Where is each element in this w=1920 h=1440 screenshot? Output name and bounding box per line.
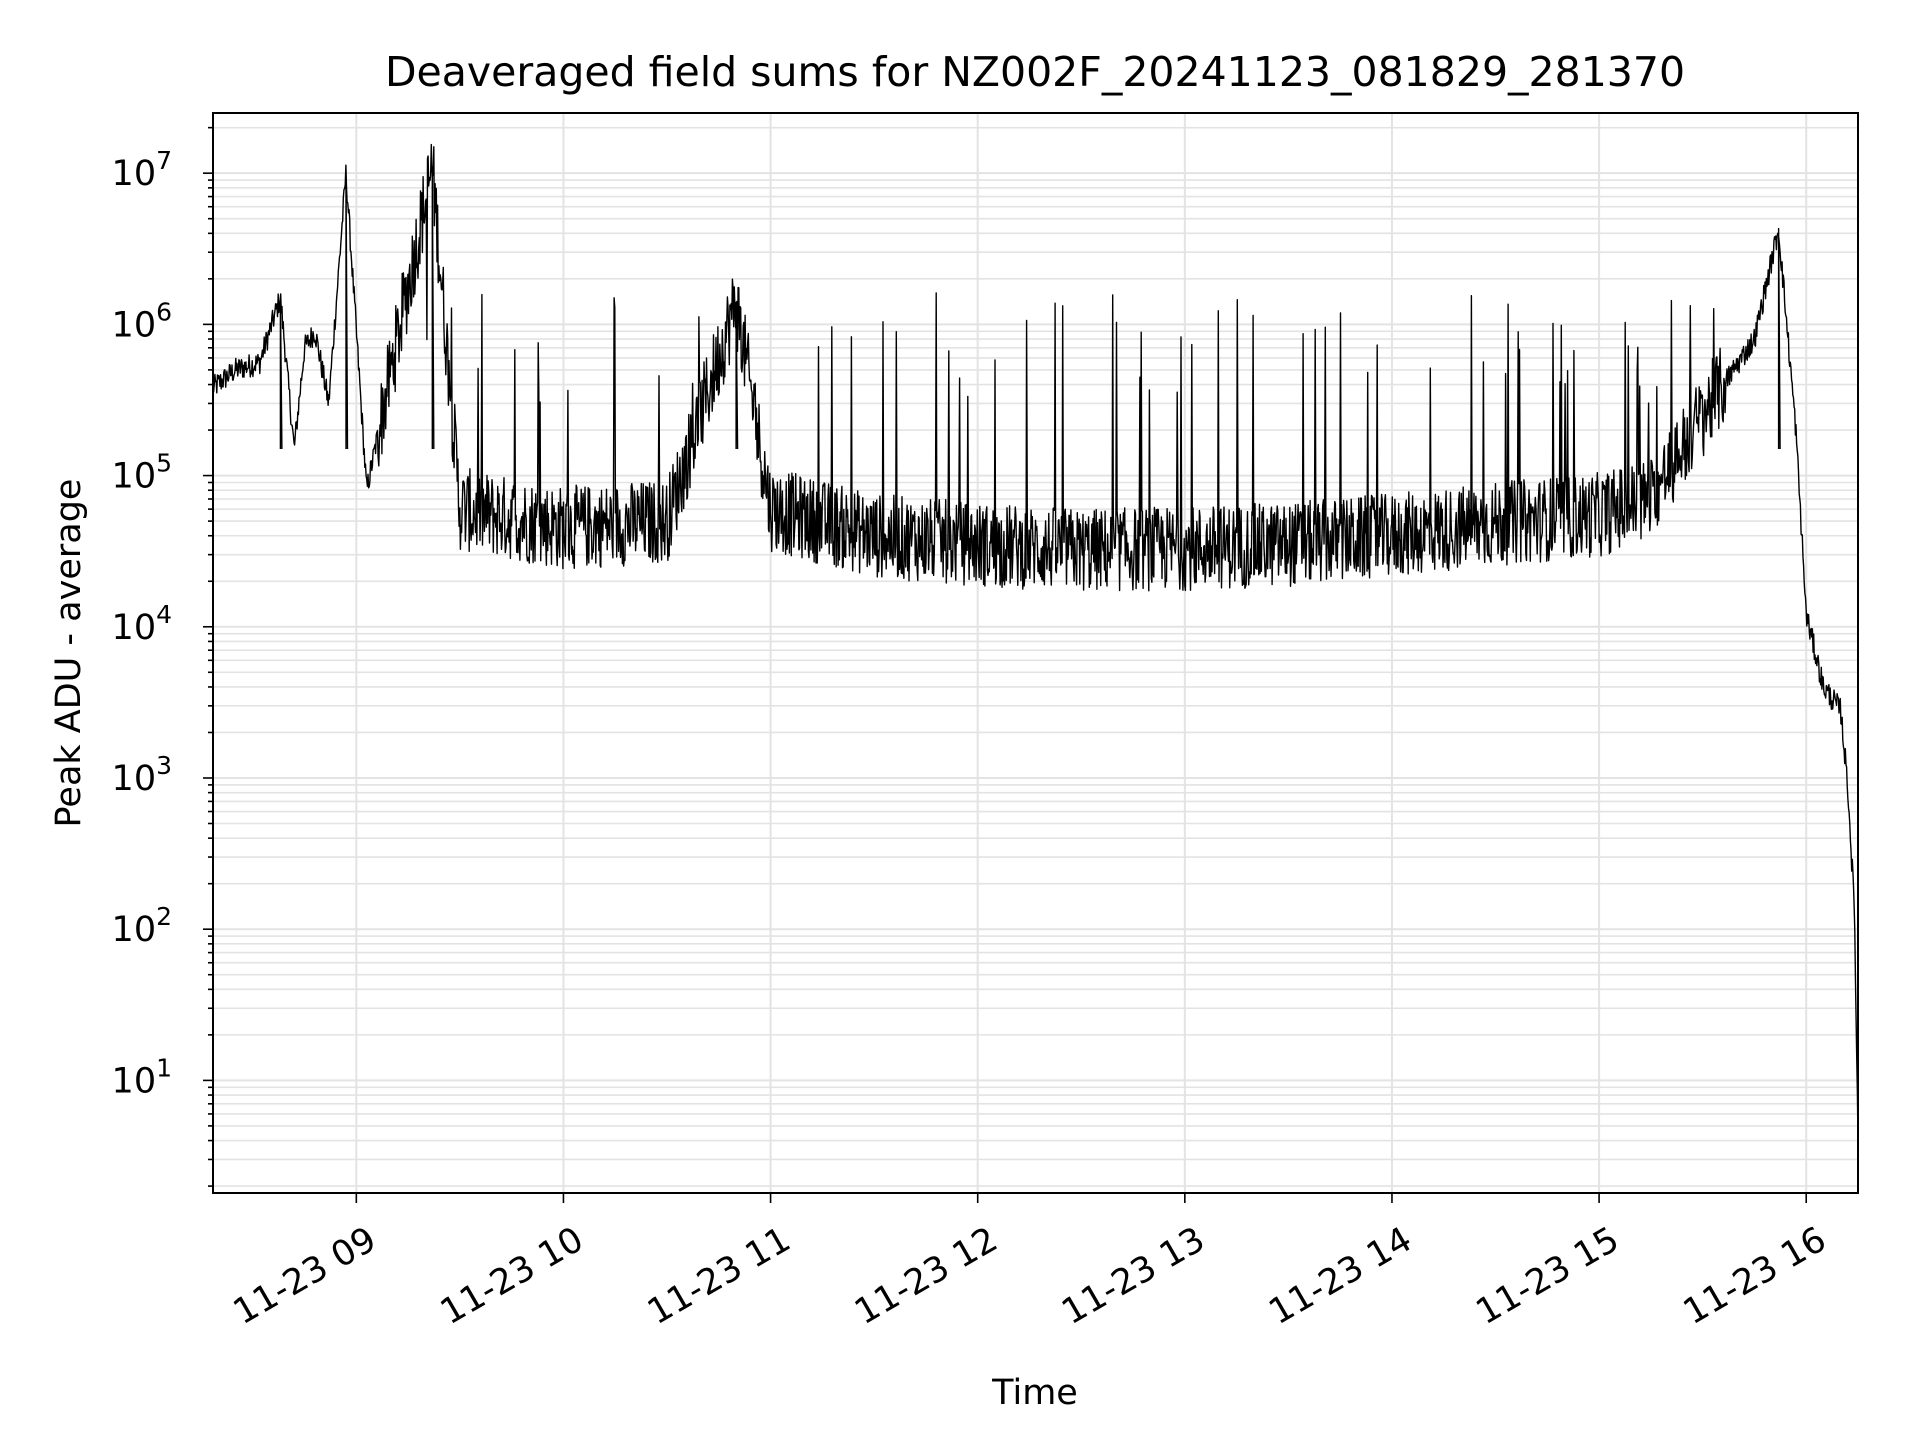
grid-lines (213, 113, 1858, 1193)
y-tick-label: 105 (112, 449, 172, 497)
series-line (212, 143, 1859, 1143)
x-axis-label: Time (991, 1373, 1078, 1413)
data-line-group (212, 143, 1859, 1143)
y-tick-label: 101 (112, 1053, 172, 1101)
y-axis-label: Peak ADU - average (49, 479, 89, 828)
y-tick-label: 106 (112, 297, 172, 345)
y-tick-label: 104 (112, 600, 172, 648)
plot-frame (212, 112, 1859, 1194)
chart-title: Deaveraged field sums for NZ002F_2024112… (385, 48, 1685, 96)
y-tick-label: 102 (112, 902, 172, 950)
y-tick-label: 107 (112, 146, 172, 194)
y-tick-label: 103 (112, 751, 172, 799)
